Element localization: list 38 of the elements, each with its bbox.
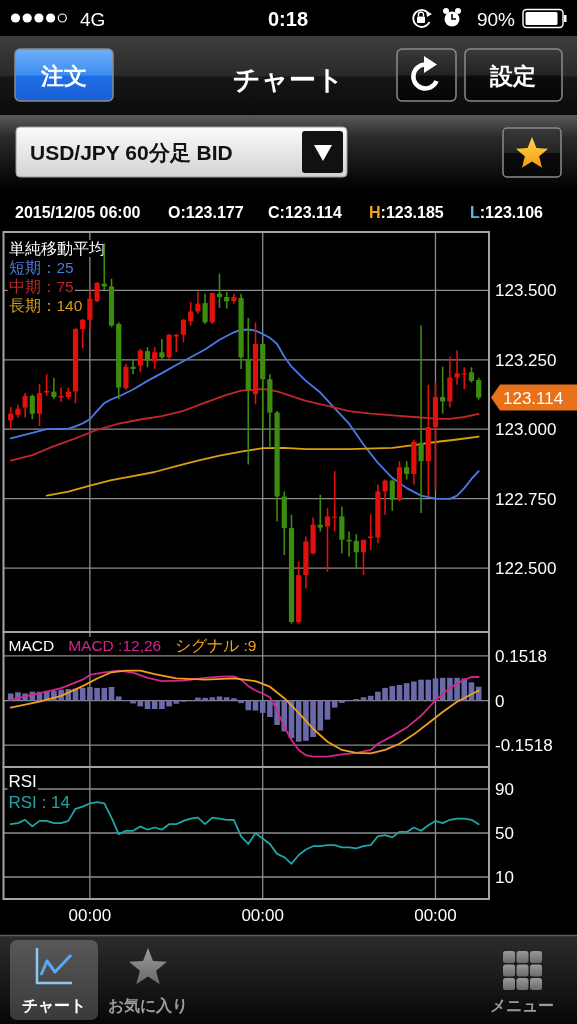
text: 90% <box>476 9 516 30</box>
order-button-label: 注文 <box>41 63 87 89</box>
y-tick-label: 10 <box>495 868 514 887</box>
legend-title: 単純移動平均 <box>8 240 105 257</box>
legend-title: MACD <box>8 637 55 654</box>
text: 4G <box>80 9 106 30</box>
y-tick-label: 123.250 <box>495 350 557 370</box>
legend-item: 短期：25 <box>8 259 74 276</box>
text: O:123.177 <box>168 204 244 221</box>
settings-button-label: 設定 <box>490 63 536 89</box>
legend-item: RSI : 14 <box>8 792 70 812</box>
legend-item: MACD :12,26 <box>68 637 162 654</box>
text: チャート <box>22 997 86 1014</box>
text: 2015/12/05 06:00 <box>15 204 141 221</box>
y-tick-label: 123.500 <box>495 281 557 301</box>
y-tick-label: 122.750 <box>495 489 557 509</box>
x-tick-label: 00:00 <box>241 906 284 925</box>
y-tick-label: 50 <box>495 824 514 843</box>
y-tick-label: 122.500 <box>495 559 557 579</box>
x-tick-label: 00:00 <box>414 906 457 925</box>
y-tick-label: 90 <box>495 780 514 799</box>
text: C:123.114 <box>268 204 342 221</box>
y-tick-label: 123.000 <box>495 420 557 440</box>
text: 0:18 <box>267 8 309 30</box>
legend-item: 中期：75 <box>8 278 74 295</box>
text: USD/JPY 60分足 BID <box>30 141 233 164</box>
y-tick-label: 0.1518 <box>495 646 547 666</box>
x-tick-label: 00:00 <box>68 906 112 925</box>
y-tick-label: 0 <box>495 691 505 711</box>
text: チャート <box>232 65 344 95</box>
y-tick-label: -0.1518 <box>495 736 553 756</box>
text: お気に入り <box>108 997 188 1014</box>
legend-item: 長期：140 <box>8 297 83 314</box>
text: H:123.185 <box>369 204 444 221</box>
legend-item: シグナル :9 <box>175 637 257 654</box>
legend-title: RSI <box>8 772 37 791</box>
text: L:123.106 <box>470 204 544 221</box>
text: メニュー <box>490 997 554 1014</box>
